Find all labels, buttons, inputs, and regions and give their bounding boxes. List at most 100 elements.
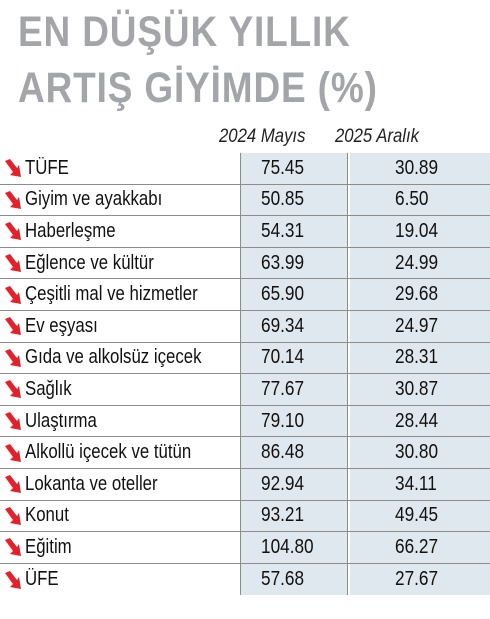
cell-value: 28.31 xyxy=(395,346,439,369)
value-cell-2024: 57.68 xyxy=(240,563,348,596)
title-line-1: EN DÜŞÜK YILLIK xyxy=(18,8,351,56)
table-row: Haberleşme 54.31 19.04 xyxy=(0,216,490,248)
cell-value: 30.80 xyxy=(395,441,439,464)
table-row: Eğitim 104.80 66.27 xyxy=(0,532,490,564)
cell-value: 65.90 xyxy=(261,283,305,306)
cell-value: 86.48 xyxy=(261,441,305,464)
down-arrow-icon xyxy=(5,443,21,462)
row-label-cell: Alkollü içecek ve tütün xyxy=(0,437,240,468)
value-cell-2024: 69.34 xyxy=(240,310,348,342)
row-label: Eğlence ve kültür xyxy=(25,251,154,274)
cell-value: 24.97 xyxy=(395,314,439,337)
value-cell-2025: 19.04 xyxy=(350,216,490,247)
cell-value: 104.80 xyxy=(261,535,314,558)
down-arrow-icon xyxy=(5,159,21,178)
down-arrow-icon xyxy=(5,348,21,367)
row-label: Alkollü içecek ve tütün xyxy=(25,441,192,464)
value-cell-2024: 79.10 xyxy=(240,405,348,437)
row-label-cell: Haberleşme xyxy=(0,216,240,247)
value-cell-2025: 34.11 xyxy=(350,468,490,500)
cell-value: 57.68 xyxy=(261,568,305,591)
cell-value: 34.11 xyxy=(395,472,437,495)
value-cell-2025: 28.44 xyxy=(350,405,490,437)
down-arrow-icon xyxy=(5,222,21,241)
value-cell-2025: 30.80 xyxy=(350,437,490,468)
value-cell-2025: 30.89 xyxy=(350,153,490,184)
cell-value: 54.31 xyxy=(261,219,305,242)
cell-value: 29.68 xyxy=(395,283,439,306)
row-label: Ev eşyası xyxy=(25,314,98,337)
table-row: Çeşitli mal ve hizmetler 65.90 29.68 xyxy=(0,279,490,311)
value-cell-2024: 93.21 xyxy=(240,500,348,532)
value-cell-2024: 86.48 xyxy=(240,437,348,468)
cell-value: 24.99 xyxy=(395,251,439,274)
cell-value: 70.14 xyxy=(261,346,305,369)
value-cell-2024: 50.85 xyxy=(240,184,348,216)
cell-value: 77.67 xyxy=(261,377,305,400)
cell-value: 50.85 xyxy=(261,188,305,211)
table-row: TÜFE 75.45 30.89 xyxy=(0,153,490,185)
value-cell-2024: 104.80 xyxy=(240,532,348,563)
cell-value: 93.21 xyxy=(261,504,305,527)
title-line-2: ARTIŞ GİYİMDE (%) xyxy=(18,64,378,112)
cell-value: 92.94 xyxy=(261,472,305,495)
table-row: Ulaştırma 79.10 28.44 xyxy=(0,405,490,438)
table-row: Gıda ve alkolsüz içecek 70.14 28.31 xyxy=(0,342,490,375)
value-cell-2025: 66.27 xyxy=(350,532,490,563)
row-label: TÜFE xyxy=(25,156,69,179)
table-row: ÜFE 57.68 27.67 xyxy=(0,563,490,596)
row-label-cell: Eğitim xyxy=(0,532,240,563)
row-label-cell: Ulaştırma xyxy=(0,406,240,437)
row-label: Çeşitli mal ve hizmetler xyxy=(25,283,198,306)
cell-value: 66.27 xyxy=(395,535,439,558)
down-arrow-icon xyxy=(5,570,21,589)
row-label-cell: TÜFE xyxy=(0,153,240,184)
row-label-cell: Eğlence ve kültür xyxy=(0,248,240,279)
down-arrow-icon xyxy=(5,380,21,399)
cell-value: 49.45 xyxy=(395,504,439,527)
value-cell-2024: 65.90 xyxy=(240,279,348,310)
table-row: Konut 93.21 49.45 xyxy=(0,500,490,533)
chart-title: EN DÜŞÜK YILLIK ARTIŞ GİYİMDE (%) xyxy=(18,4,422,116)
cell-value: 19.04 xyxy=(395,219,439,242)
cell-value: 27.67 xyxy=(395,568,439,591)
value-cell-2024: 77.67 xyxy=(240,374,348,405)
down-arrow-icon xyxy=(5,285,21,304)
value-cell-2025: 28.31 xyxy=(350,342,490,374)
row-label: Ulaştırma xyxy=(25,409,97,432)
value-cell-2024: 92.94 xyxy=(240,468,348,500)
down-arrow-icon xyxy=(5,506,21,525)
value-cell-2025: 6.50 xyxy=(350,184,490,216)
value-cell-2024: 70.14 xyxy=(240,342,348,374)
table-row: Sağlık 77.67 30.87 xyxy=(0,374,490,406)
value-cell-2024: 75.45 xyxy=(240,153,348,184)
table-row: Lokanta ve oteller 92.94 34.11 xyxy=(0,468,490,501)
value-cell-2025: 30.87 xyxy=(350,374,490,405)
down-arrow-icon xyxy=(5,254,21,273)
table-row: Giyim ve ayakkabı 50.85 6.50 xyxy=(0,184,490,217)
value-cell-2024: 54.31 xyxy=(240,216,348,247)
value-cell-2024: 63.99 xyxy=(240,247,348,279)
cell-value: 69.34 xyxy=(261,314,305,337)
cell-value: 28.44 xyxy=(395,409,439,432)
row-label-cell: Giyim ve ayakkabı xyxy=(0,185,240,216)
cell-value: 6.50 xyxy=(395,188,429,211)
row-label: Eğitim xyxy=(25,535,72,558)
value-cell-2025: 27.67 xyxy=(350,563,490,596)
data-table: TÜFE 75.45 30.89 Giyim ve ayakkabı 50.85 6.50… xyxy=(0,153,490,596)
down-arrow-icon xyxy=(5,190,21,209)
down-arrow-icon xyxy=(5,317,21,336)
value-cell-2025: 24.99 xyxy=(350,247,490,279)
row-label-cell: Konut xyxy=(0,501,240,532)
row-label: Haberleşme xyxy=(25,219,116,242)
down-arrow-icon xyxy=(5,412,21,431)
row-label-cell: Sağlık xyxy=(0,374,240,405)
row-label: Gıda ve alkolsüz içecek xyxy=(25,346,202,369)
column-header-2024: 2024 Mayıs xyxy=(219,126,306,147)
column-header-2025: 2025 Aralık xyxy=(335,126,419,147)
cell-value: 30.87 xyxy=(395,377,439,400)
down-arrow-icon xyxy=(5,475,21,494)
row-label-cell: Ev eşyası xyxy=(0,311,240,342)
row-label-cell: Lokanta ve oteller xyxy=(0,469,240,500)
row-label: Giyim ve ayakkabı xyxy=(25,188,163,211)
